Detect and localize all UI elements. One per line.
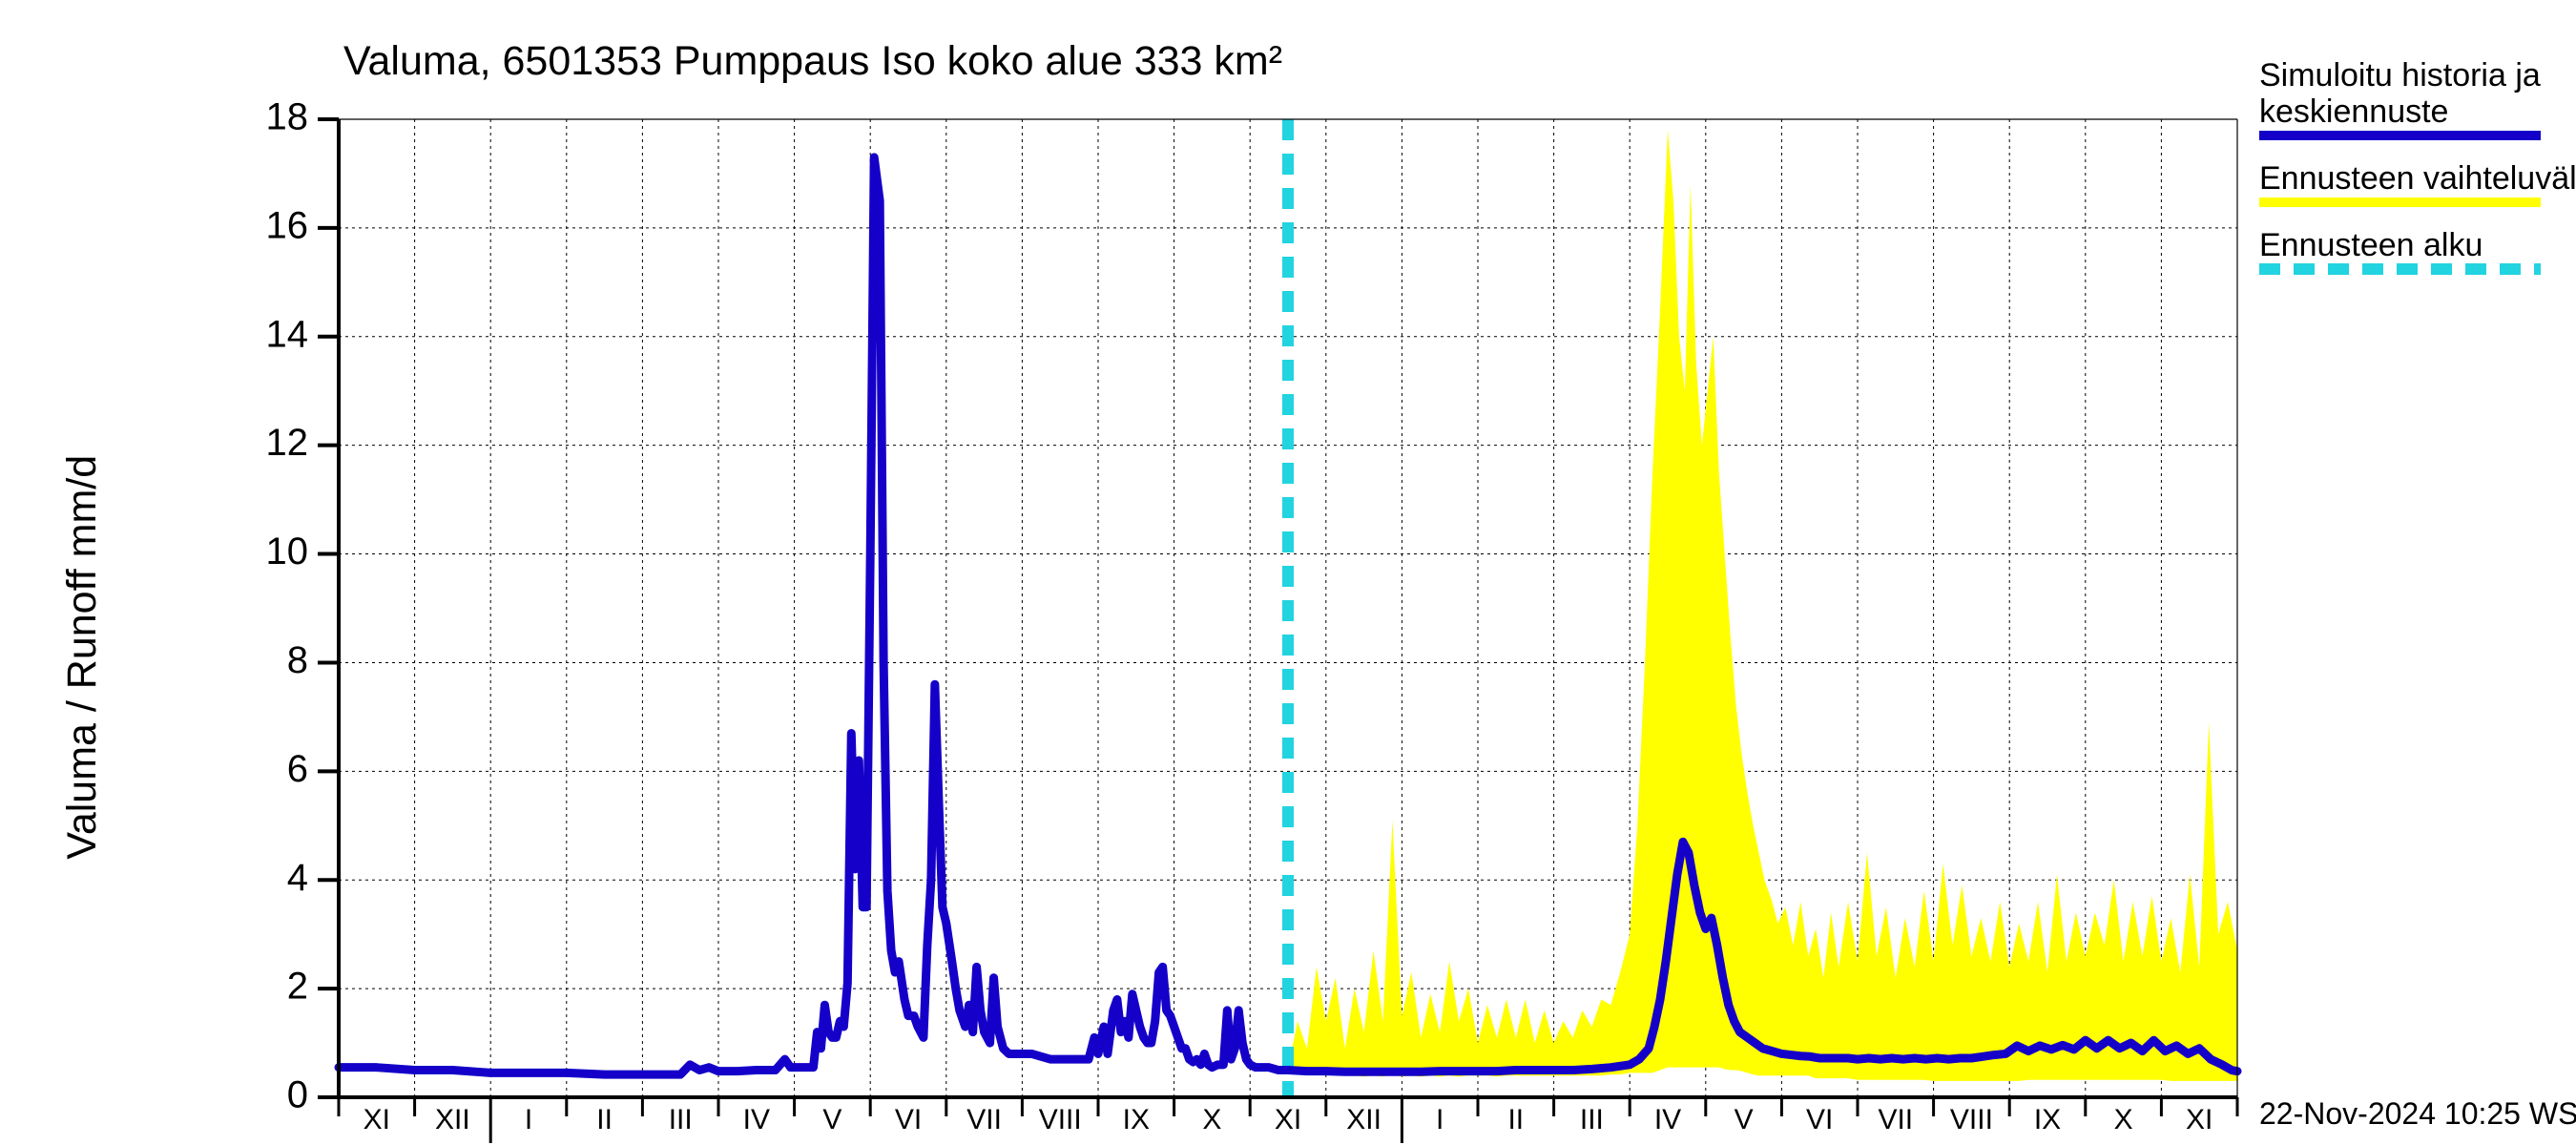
y-tick-label: 4 [287, 857, 308, 899]
month-label: X [1202, 1104, 1221, 1135]
y-tick-labels: 0 2 4 6 8 10 12 14 16 18 [266, 96, 309, 1116]
month-label: XI [2186, 1104, 2212, 1135]
y-tick-label: 2 [287, 966, 308, 1008]
month-label: VI [895, 1104, 922, 1135]
month-label: XI [364, 1104, 390, 1135]
month-label: XII [1346, 1104, 1381, 1135]
y-tick-label: 0 [287, 1074, 308, 1116]
month-label: III [1580, 1104, 1604, 1135]
legend-label: Simuloitu historia ja [2259, 57, 2541, 94]
legend-label: Ennusteen alku [2259, 227, 2483, 263]
month-label: IV [743, 1104, 770, 1135]
month-label: VII [1878, 1104, 1913, 1135]
y-tick-label: 18 [266, 96, 309, 138]
month-label: V [822, 1104, 841, 1135]
month-label: IV [1654, 1104, 1681, 1135]
month-label: VI [1806, 1104, 1833, 1135]
legend-label: keskiennuste [2259, 94, 2448, 130]
y-tick-label: 8 [287, 639, 308, 681]
legend: Simuloitu historia jakeskiennuste Ennuste… [2259, 57, 2576, 269]
y-axis-label: Valuma / Runoff mm/d [59, 455, 105, 860]
month-label: II [596, 1104, 613, 1135]
runoff-chart: 024681012141618 XIXIIIIIIIIIVVVIVIIVIIII… [0, 0, 2576, 1145]
y-tick-label: 16 [266, 204, 309, 246]
month-label: VII [966, 1104, 1002, 1135]
month-label: VIII [1950, 1104, 1993, 1135]
month-label: IX [1123, 1104, 1150, 1135]
month-label: IX [2034, 1104, 2061, 1135]
month-label: II [1507, 1104, 1524, 1135]
month-label: XI [1275, 1104, 1301, 1135]
y-tick-label: 14 [266, 313, 309, 355]
y-tick-label: 6 [287, 748, 308, 790]
y-tick-label: 12 [266, 422, 309, 464]
chart-title: Valuma, 6501353 Pumppaus Iso koko alue 3… [343, 38, 1282, 84]
footer-timestamp: 22-Nov-2024 10:25 WSFS-O [2259, 1096, 2576, 1131]
month-label: III [669, 1104, 693, 1135]
month-label: VIII [1039, 1104, 1082, 1135]
month-label: I [525, 1104, 532, 1135]
legend-label: Ennusteen vaihteluväli [2259, 160, 2576, 197]
month-label: I [1436, 1104, 1444, 1135]
x-tick-labels: XIXIIIIIIIIIVVVIVIIVIIIIXXXIXIIIIIIIIIVV… [364, 1104, 2213, 1135]
month-label: V [1735, 1104, 1754, 1135]
month-label: X [2114, 1104, 2133, 1135]
month-label: XII [435, 1104, 470, 1135]
y-tick-label: 10 [266, 531, 309, 572]
